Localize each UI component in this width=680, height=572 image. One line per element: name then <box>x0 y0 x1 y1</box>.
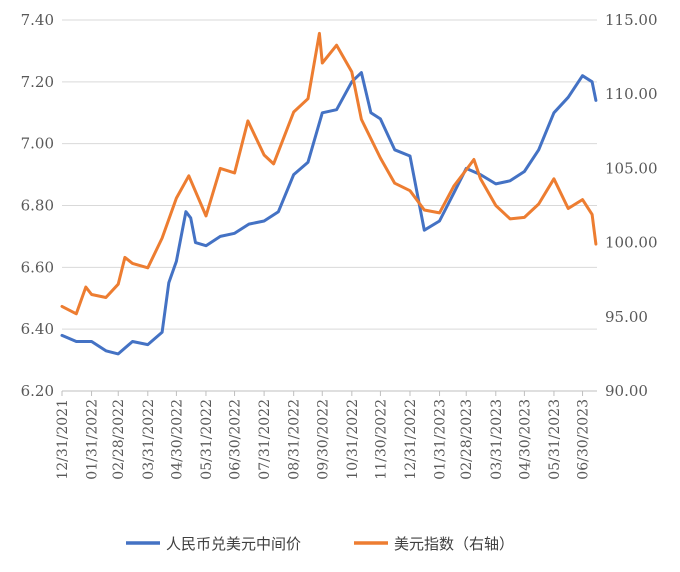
x-tick-label: 01/31/2022 <box>85 399 101 480</box>
left-axis-ticks: 6.20 6.40 6.60 6.80 7.00 7.20 7.40 <box>21 11 54 400</box>
x-tick-label: 11/30/2022 <box>373 399 389 480</box>
legend-label-1: 人民币兑美元中间价 <box>166 535 301 553</box>
x-tick-label: 02/28/2023 <box>459 399 475 480</box>
left-tick-label: 6.20 <box>21 382 54 400</box>
right-tick-label: 90.00 <box>605 382 648 400</box>
series-lines <box>60 31 598 356</box>
x-tick-label: 05/31/2022 <box>199 399 215 480</box>
right-tick-label: 100.00 <box>605 234 658 252</box>
x-tick-label: 05/31/2023 <box>547 399 563 480</box>
series-line-1 <box>60 71 598 356</box>
x-tick-label: 02/28/2022 <box>111 399 127 480</box>
right-tick-label: 110.00 <box>605 85 658 103</box>
legend-label-2: 美元指数（右轴） <box>394 535 514 553</box>
x-tick-label: 03/31/2023 <box>489 399 505 480</box>
x-tick-label: 10/31/2022 <box>345 399 361 480</box>
x-tick-label: 09/30/2022 <box>315 399 331 480</box>
x-tick-label: 12/31/2021 <box>55 399 71 480</box>
x-tick-label: 04/30/2022 <box>169 399 185 480</box>
left-tick-label: 6.60 <box>21 258 54 276</box>
gridlines <box>62 19 597 330</box>
left-tick-label: 7.40 <box>21 11 54 29</box>
left-tick-label: 6.40 <box>21 320 54 338</box>
x-tick-label: 07/31/2022 <box>257 399 273 480</box>
x-tick-label: 04/30/2023 <box>517 399 533 480</box>
x-tick-label: 01/31/2023 <box>433 399 449 480</box>
x-tick-label: 06/30/2022 <box>228 399 244 480</box>
left-tick-label: 7.00 <box>21 135 54 153</box>
series-line-2 <box>60 31 598 316</box>
x-tick-label: 06/30/2023 <box>576 399 592 480</box>
legend: 人民币兑美元中间价 美元指数（右轴） <box>126 535 514 553</box>
x-tick-label: 08/31/2022 <box>287 399 303 480</box>
left-tick-label: 6.80 <box>21 197 54 215</box>
left-tick-label: 7.20 <box>21 73 54 91</box>
right-axis-ticks: 90.00 95.00 100.00 105.00 110.00 115.00 <box>605 11 658 400</box>
x-tick-label: 12/31/2022 <box>403 399 419 480</box>
x-tick-label: 03/31/2022 <box>141 399 157 480</box>
right-tick-label: 115.00 <box>605 11 658 29</box>
x-axis-ticks: 12/31/2021 01/31/2022 02/28/2022 03/31/2022… <box>55 391 592 480</box>
right-tick-label: 95.00 <box>605 308 648 326</box>
right-tick-label: 105.00 <box>605 159 658 177</box>
